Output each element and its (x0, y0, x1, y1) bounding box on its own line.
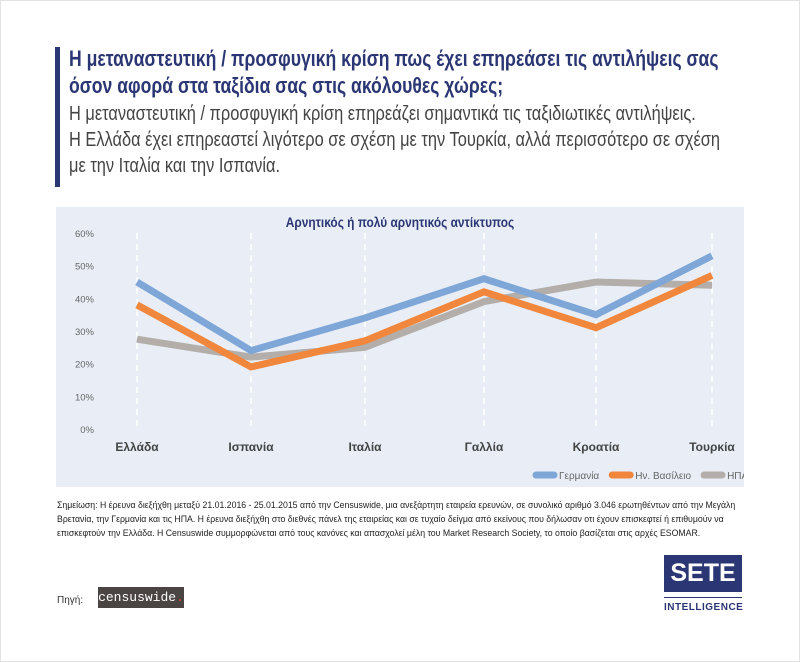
subtitle-line: με την Ιταλία και την Ισπανία. (69, 155, 281, 177)
x-tick-label: Ιταλία (348, 440, 382, 454)
series-line-Γερμανία (135, 252, 714, 355)
legend-label: Γερμανία (559, 470, 599, 482)
x-tick-label: Γαλλία (465, 440, 504, 454)
x-tick-label: Κροατία (573, 440, 620, 454)
subtitle-line: Η μεταναστευτική / προσφυγική κρίση επηρ… (69, 103, 696, 125)
y-tick-label: 0% (80, 425, 94, 436)
x-tick-label: Ισπανία (228, 440, 274, 454)
y-tick-label: 60% (75, 229, 95, 240)
chart-title: Αρνητικός ή πολύ αρνητικός αντίκτυπος (286, 214, 515, 230)
page-title: Η μεταναστευτική / προσφυγική κρίση πως … (69, 46, 719, 98)
x-tick-label: Τουρκία (689, 440, 735, 454)
y-tick-label: 20% (75, 360, 95, 371)
sete-logo: SETE (664, 555, 742, 592)
title-accent-bar (55, 47, 60, 187)
line-chart: Αρνητικός ή πολύ αρνητικός αντίκτυπος 0% 1… (75, 214, 744, 482)
y-tick-label: 40% (75, 294, 95, 305)
footnote: Σημείωση: Η έρευνα διεξήχθη μεταξύ 21.01… (57, 499, 736, 538)
chart-panel: Αρνητικός ή πολύ αρνητικός αντίκτυπος 0% 1… (56, 207, 744, 487)
series-line-Ην. Βασίλειο (135, 272, 714, 371)
logo-divider (664, 597, 742, 598)
x-tick-label: Ελλάδα (115, 440, 159, 454)
subtitle: Η μεταναστευτική / προσφυγική κρίση επηρ… (69, 101, 741, 179)
y-tick-label: 30% (75, 327, 95, 338)
legend-label: Ην. Βασίλειο (635, 470, 691, 482)
censuswide-logo: censuswide. (98, 587, 184, 608)
source-label: Πηγή: (57, 595, 84, 606)
y-tick-label: 10% (75, 392, 95, 403)
y-tick-label: 50% (75, 262, 95, 273)
legend-label: ΗΠΑ (727, 471, 744, 482)
sete-intelligence-label: INTELLIGENCE (664, 602, 744, 613)
subtitle-line: Η Ελλάδα έχει επηρεαστεί λιγότερο σε σχέ… (69, 129, 721, 151)
